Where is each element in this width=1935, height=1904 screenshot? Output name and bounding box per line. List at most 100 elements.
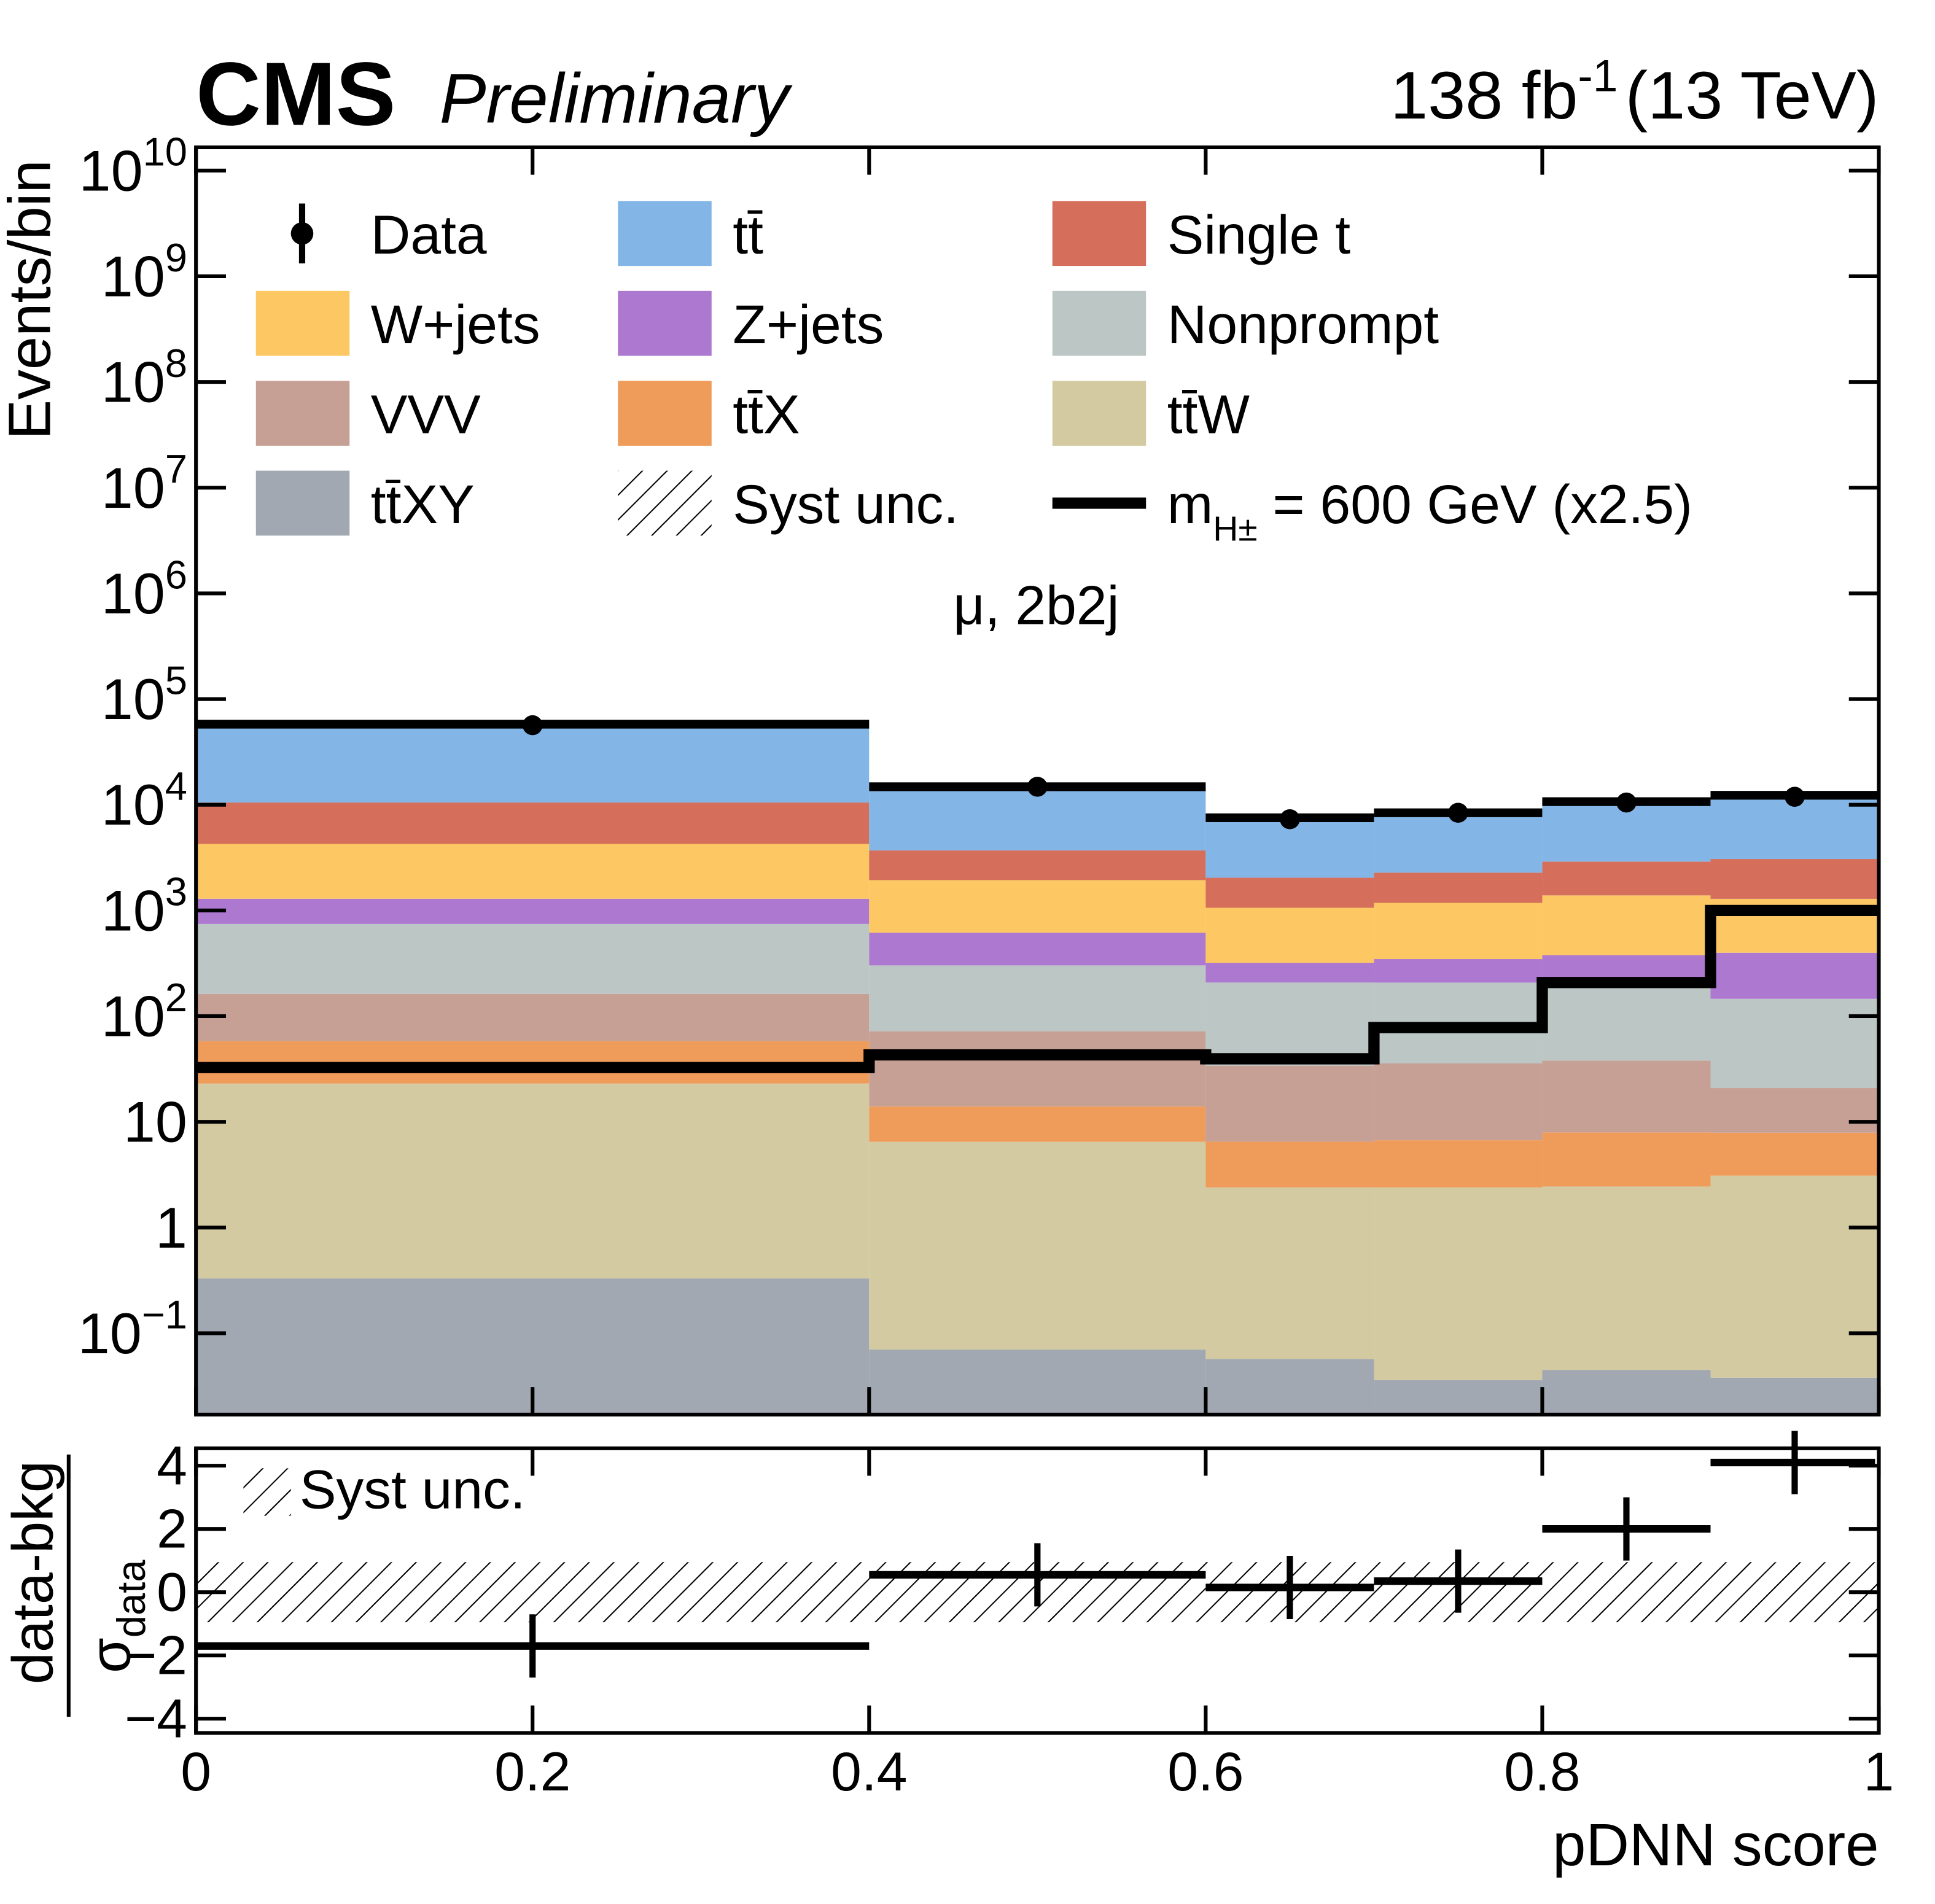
data-point	[1448, 802, 1468, 823]
legend-swatch	[255, 290, 350, 356]
ratio-legend-label: Syst unc.	[300, 1458, 526, 1520]
legend-label: Single t	[1167, 204, 1350, 265]
stack-segment	[1710, 859, 1879, 899]
x-tick-label: 0.8	[1504, 1741, 1580, 1802]
x-tick-label: 1	[1864, 1741, 1894, 1802]
stack-segment	[869, 965, 1206, 1032]
sigma-sub: data	[109, 1560, 154, 1638]
stack-segment	[1710, 952, 1879, 999]
stack-segment	[1374, 1063, 1543, 1141]
stack-segment	[1374, 1187, 1543, 1380]
stack-segment	[1710, 1377, 1879, 1415]
stack-segment	[869, 1031, 1206, 1107]
y-tick-base: 10	[101, 456, 165, 520]
ratio-y-tick-label: −2	[125, 1625, 187, 1686]
y-tick-base: 10	[101, 350, 165, 414]
legend-swatch	[618, 201, 712, 266]
y-tick-base: 10	[101, 772, 165, 837]
stack-segment	[869, 787, 1206, 851]
legend-swatch	[618, 290, 712, 356]
y-tick-exponent: −1	[142, 1292, 187, 1337]
main-frame	[194, 145, 1881, 1416]
data-point	[522, 715, 543, 736]
signal-name-sub: H±	[1213, 509, 1257, 548]
ratio-y-tick-label: 0	[157, 1561, 187, 1623]
ratio-y-tick-label: −4	[125, 1688, 187, 1749]
stack-segment	[1374, 1140, 1543, 1187]
stack-segment	[1542, 1060, 1711, 1133]
data-point	[1616, 792, 1637, 813]
y-tick-label: 106	[101, 552, 187, 626]
ratio-y-label-denominator: σdata	[77, 1560, 153, 1673]
stack-segment	[1542, 979, 1711, 1061]
stack-segment	[1710, 1088, 1879, 1133]
y-tick-exponent: 9	[165, 235, 187, 280]
plot-area	[196, 715, 1879, 1678]
y-tick-exponent: 10	[143, 130, 187, 174]
stack-segment	[1205, 1187, 1374, 1359]
y-tick-label: 103	[101, 869, 187, 943]
stack-segment	[1374, 872, 1543, 903]
y-tick-base: 10	[101, 561, 165, 626]
y-tick-label: 1010	[79, 130, 187, 203]
stack-segment	[1205, 907, 1374, 963]
stack-segment	[1542, 1186, 1711, 1370]
stack-segment	[1205, 1065, 1374, 1142]
y-tick-label: 105	[101, 658, 187, 731]
stack-segment	[196, 993, 870, 1041]
stack-segment	[869, 1106, 1206, 1142]
ratio-legend-swatch	[243, 1468, 291, 1516]
y-tick-label: 109	[101, 235, 187, 309]
ratio-y-tick-label: 4	[157, 1435, 187, 1496]
stack-segment	[196, 923, 870, 994]
stack-segment	[196, 802, 870, 844]
lumi-label: 138 fb-1 (13 TeV)	[1390, 50, 1879, 133]
y-tick-label: 10−1	[78, 1292, 187, 1366]
data-point	[1027, 777, 1048, 797]
y-tick-label: 102	[101, 975, 187, 1049]
stack-segment	[1542, 895, 1711, 955]
legend-label: tt̄XY	[371, 473, 475, 535]
stack-segment	[1374, 959, 1543, 983]
legend-label: Syst unc.	[733, 473, 959, 535]
status-label: Preliminary	[440, 60, 793, 138]
stack-segment	[1205, 1359, 1374, 1415]
syst-band	[1542, 1562, 1711, 1623]
legend-swatch	[618, 381, 712, 446]
stack-segment	[869, 1141, 1206, 1350]
stack-segment	[1205, 963, 1374, 983]
stack-segment	[1710, 1175, 1879, 1378]
syst-band	[196, 1562, 870, 1623]
legend-label: W+jets	[371, 293, 540, 355]
signal-name: m	[1167, 473, 1213, 535]
stack-segment	[869, 932, 1206, 966]
stack-segment	[196, 724, 870, 803]
y-tick-label: 10	[123, 1090, 187, 1154]
legend-swatch	[255, 381, 350, 446]
y-tick-exponent: 6	[165, 552, 187, 597]
legend-label: Z+jets	[733, 293, 884, 355]
x-tick-label: 0.2	[494, 1741, 570, 1802]
stack-segment	[869, 880, 1206, 933]
y-tick-base: 10	[101, 984, 165, 1049]
legend-label: mH± = 600 GeV (x2.5)	[1167, 473, 1692, 548]
legend-swatch	[1052, 381, 1147, 446]
legend-swatch	[1052, 290, 1147, 356]
stack-segment	[869, 1350, 1206, 1415]
legend-label: Nonprompt	[1167, 293, 1439, 355]
y-tick-base: 10	[101, 667, 165, 731]
legend-swatch	[1052, 201, 1147, 266]
x-tick-label: 0	[181, 1741, 211, 1802]
lumi-rest: (13 TeV)	[1625, 58, 1879, 133]
y-tick-exponent: 3	[165, 869, 187, 914]
stack-segment	[1542, 861, 1711, 896]
legend-label: Data	[371, 204, 487, 265]
y-tick-base: 10	[101, 878, 165, 942]
y-tick-base: 10	[101, 244, 165, 309]
y-tick-label: 107	[101, 446, 187, 520]
legend-syst-swatch	[618, 470, 712, 536]
y-tick-exponent: 2	[165, 975, 187, 1020]
stack-segment	[1205, 1141, 1374, 1187]
y-tick-label: 108	[101, 341, 187, 414]
lumi-text: 138 fb	[1390, 58, 1578, 133]
